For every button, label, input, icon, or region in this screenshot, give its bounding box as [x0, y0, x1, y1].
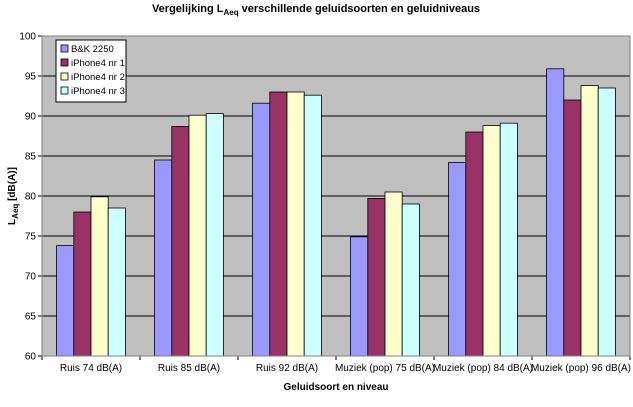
legend-swatch: [60, 44, 69, 53]
y-tick-label: 80: [25, 192, 37, 203]
bar: [580, 85, 599, 357]
y-tick-label: 90: [25, 112, 37, 123]
legend-label: iPhone4 nr 3: [71, 86, 125, 97]
x-tick-label: Ruis 74 dB(A): [60, 363, 122, 374]
bar: [171, 126, 190, 357]
bar: [597, 87, 616, 357]
chart-title-suffix: verschillende geluidsoorten en geluidniv…: [239, 3, 480, 15]
x-tick-label: Muziek (pop) 75 dB(A): [335, 363, 435, 374]
y-axis-title-subscript: Aeq: [11, 204, 20, 219]
bar: [286, 91, 305, 357]
legend-label: iPhone4 nr 2: [71, 72, 125, 83]
y-tick-label: 85: [25, 152, 37, 163]
bar: [205, 113, 224, 357]
legend-label: iPhone4 nr 1: [71, 58, 125, 69]
chart-title-main: Vergelijking L: [152, 3, 224, 15]
x-tick-label: Ruis 85 dB(A): [158, 363, 220, 374]
bar: [56, 245, 75, 357]
legend-swatch: [60, 86, 69, 95]
y-tick-label: 95: [25, 72, 37, 83]
bar: [350, 236, 369, 357]
y-tick-label: 100: [19, 32, 36, 43]
y-tick-label: 70: [25, 272, 37, 283]
bar: [482, 125, 501, 357]
bar: [154, 159, 173, 357]
bar: [367, 197, 386, 357]
bar: [90, 196, 109, 357]
y-tick-labels: 60 65 70 75 80 85 90 95 100: [19, 32, 36, 363]
bar: [401, 203, 420, 357]
bar: [448, 161, 467, 357]
plot-border: [41, 35, 631, 357]
bar: [546, 68, 565, 357]
legend-label: B&K 2250: [71, 44, 114, 55]
legend: B&K 2250 iPhone4 nr 1 iPhone4 nr 2 iPhone4 …: [55, 39, 127, 103]
chart-title: Vergelijking LAeq verschillende geluidso…: [152, 3, 480, 17]
x-tick-label: Muziek (pop) 84 dB(A): [433, 363, 533, 374]
bar: [303, 94, 322, 357]
bar: [107, 207, 126, 357]
x-tick-label: Ruis 92 dB(A): [256, 363, 318, 374]
legend-swatch: [60, 72, 69, 81]
y-tick-label: 65: [25, 312, 37, 323]
legend-swatch: [60, 58, 69, 67]
bar: [563, 99, 582, 357]
x-tick-labels: Ruis 74 dB(A) Ruis 85 dB(A) Ruis 92 dB(A) M…: [60, 363, 631, 374]
axes: [38, 35, 631, 360]
bar: [188, 114, 207, 357]
y-tick-label: 60: [25, 352, 37, 363]
chart-title-subscript: Aeq: [223, 8, 238, 17]
bar: [465, 131, 484, 357]
y-tick-label: 75: [25, 232, 37, 243]
y-axis-title: LAeq [dB(A)]: [7, 167, 20, 225]
bar: [384, 191, 403, 357]
x-axis-title: Geluidsoort en niveau: [283, 382, 388, 393]
x-tick-label: Muziek (pop) 96 dB(A): [531, 363, 631, 374]
bar: [73, 211, 92, 357]
bar: [269, 91, 288, 357]
bar: [252, 102, 271, 357]
y-axis-title-main: L: [7, 219, 18, 225]
y-axis-title-suffix: [dB(A)]: [7, 167, 18, 204]
bar: [499, 122, 518, 357]
